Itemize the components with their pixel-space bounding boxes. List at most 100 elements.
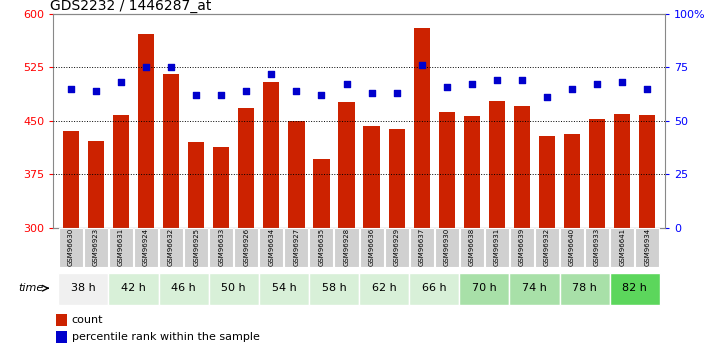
Bar — [159, 228, 183, 267]
Bar — [338, 102, 355, 228]
Bar — [58, 273, 109, 305]
Point — [366, 90, 378, 96]
Text: 70 h: 70 h — [472, 283, 497, 293]
Bar — [639, 115, 656, 228]
Bar — [109, 228, 133, 267]
Point — [541, 95, 552, 100]
Text: GSM96638: GSM96638 — [469, 228, 475, 266]
Bar — [113, 115, 129, 228]
Bar — [84, 228, 108, 267]
Bar — [314, 159, 330, 228]
Point — [416, 62, 427, 68]
Point — [316, 92, 327, 98]
Bar — [288, 121, 304, 228]
Text: GSM96928: GSM96928 — [343, 228, 350, 266]
Bar — [238, 108, 255, 228]
Point — [391, 90, 402, 96]
Bar — [234, 228, 258, 267]
Bar — [334, 228, 358, 267]
Text: 54 h: 54 h — [272, 283, 296, 293]
Text: 38 h: 38 h — [71, 283, 96, 293]
Bar — [363, 126, 380, 228]
Text: 42 h: 42 h — [121, 283, 146, 293]
Point — [641, 86, 653, 91]
Bar — [459, 273, 509, 305]
Text: GSM96931: GSM96931 — [494, 228, 500, 266]
Text: GSM96635: GSM96635 — [319, 228, 324, 266]
Bar — [213, 147, 230, 228]
Bar — [439, 112, 455, 228]
Bar — [464, 117, 480, 228]
Point — [266, 71, 277, 77]
Text: GSM96925: GSM96925 — [193, 228, 199, 266]
Text: GSM96927: GSM96927 — [294, 228, 299, 266]
Text: GSM96637: GSM96637 — [419, 228, 424, 266]
Point — [240, 88, 252, 93]
Text: GSM96641: GSM96641 — [619, 228, 625, 266]
Bar — [409, 273, 459, 305]
Bar — [560, 228, 584, 267]
Text: time: time — [18, 283, 43, 293]
Bar — [263, 81, 279, 228]
Point — [466, 82, 478, 87]
Text: 50 h: 50 h — [221, 283, 246, 293]
Bar — [63, 131, 79, 228]
Bar — [564, 134, 580, 228]
Bar — [535, 228, 559, 267]
Text: 78 h: 78 h — [572, 283, 597, 293]
Bar — [209, 273, 259, 305]
Text: 66 h: 66 h — [422, 283, 447, 293]
Text: GSM96639: GSM96639 — [519, 228, 525, 266]
Bar — [539, 136, 555, 228]
Text: GSM96933: GSM96933 — [594, 228, 600, 266]
Bar — [260, 228, 284, 267]
Text: GSM96923: GSM96923 — [93, 228, 99, 266]
Bar — [635, 228, 659, 267]
Text: GSM96640: GSM96640 — [569, 228, 575, 266]
Text: GSM96929: GSM96929 — [394, 228, 400, 266]
Text: 62 h: 62 h — [372, 283, 397, 293]
Bar — [56, 331, 68, 343]
Bar — [56, 314, 68, 326]
Bar — [385, 228, 409, 267]
Text: GSM96934: GSM96934 — [644, 228, 651, 266]
Bar — [209, 228, 233, 267]
Point — [140, 65, 151, 70]
Bar — [488, 101, 505, 228]
Point — [516, 77, 528, 83]
Bar — [309, 273, 359, 305]
Bar — [87, 141, 104, 228]
Bar — [610, 228, 634, 267]
Point — [341, 82, 352, 87]
Text: 74 h: 74 h — [522, 283, 547, 293]
Text: GSM96930: GSM96930 — [444, 228, 450, 266]
Bar — [510, 228, 534, 267]
Bar — [259, 273, 309, 305]
Text: GSM96630: GSM96630 — [68, 228, 74, 266]
Bar — [134, 228, 158, 267]
Point — [616, 79, 628, 85]
Text: percentile rank within the sample: percentile rank within the sample — [72, 333, 260, 342]
Bar — [410, 228, 434, 267]
Bar — [388, 129, 405, 228]
Text: count: count — [72, 315, 103, 325]
Bar — [188, 142, 204, 228]
Bar — [589, 119, 605, 228]
Text: 82 h: 82 h — [622, 283, 647, 293]
Bar — [434, 228, 459, 267]
Text: GSM96633: GSM96633 — [218, 228, 224, 266]
Point — [291, 88, 302, 93]
Point — [215, 92, 227, 98]
Bar — [163, 74, 179, 228]
Point — [567, 86, 578, 91]
Text: GSM96632: GSM96632 — [168, 228, 174, 266]
Bar — [514, 106, 530, 228]
Bar — [159, 273, 209, 305]
Text: GSM96932: GSM96932 — [544, 228, 550, 266]
Bar — [359, 273, 409, 305]
Point — [90, 88, 102, 93]
Text: 58 h: 58 h — [321, 283, 346, 293]
Bar — [609, 273, 660, 305]
Point — [491, 77, 503, 83]
Bar — [360, 228, 384, 267]
